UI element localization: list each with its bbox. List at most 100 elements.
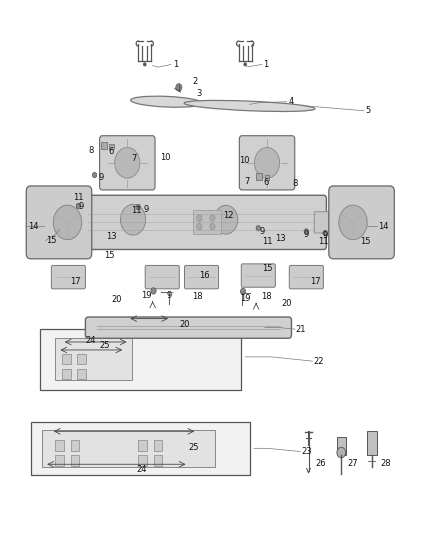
Text: 20: 20 — [111, 295, 122, 304]
Text: 9: 9 — [259, 228, 265, 237]
FancyBboxPatch shape — [99, 136, 155, 190]
FancyBboxPatch shape — [239, 136, 295, 190]
FancyBboxPatch shape — [145, 265, 179, 289]
Bar — [101, 142, 106, 149]
Text: 4: 4 — [289, 97, 294, 106]
Circle shape — [254, 148, 279, 178]
Text: 15: 15 — [262, 264, 273, 273]
Circle shape — [256, 225, 261, 231]
Text: 13: 13 — [275, 234, 286, 243]
Bar — [55, 440, 64, 451]
Circle shape — [151, 288, 156, 294]
Circle shape — [120, 205, 146, 235]
Text: 25: 25 — [188, 443, 199, 452]
Ellipse shape — [131, 96, 203, 107]
Bar — [71, 440, 79, 451]
Circle shape — [210, 215, 215, 221]
Bar — [55, 338, 132, 380]
Circle shape — [240, 288, 246, 295]
Bar — [77, 354, 86, 365]
Circle shape — [197, 215, 202, 221]
Circle shape — [304, 229, 308, 234]
Circle shape — [323, 230, 327, 236]
Text: 15: 15 — [104, 252, 115, 260]
Bar — [31, 422, 250, 475]
Text: 17: 17 — [310, 277, 321, 286]
Bar — [138, 455, 147, 466]
Circle shape — [176, 84, 182, 91]
Text: 8: 8 — [293, 179, 298, 188]
Text: 17: 17 — [70, 277, 80, 286]
Bar — [55, 455, 64, 466]
Text: 6: 6 — [264, 178, 269, 187]
Text: 11: 11 — [73, 193, 83, 202]
FancyBboxPatch shape — [85, 317, 291, 338]
Circle shape — [53, 205, 81, 240]
Text: 9: 9 — [78, 203, 84, 212]
Text: 11: 11 — [131, 206, 141, 215]
Text: 14: 14 — [28, 222, 38, 231]
Text: 7: 7 — [131, 154, 136, 163]
Text: 11: 11 — [262, 237, 272, 246]
Circle shape — [339, 205, 367, 240]
Text: 15: 15 — [360, 237, 371, 246]
Text: 24: 24 — [136, 465, 147, 474]
Circle shape — [210, 223, 215, 230]
Text: 24: 24 — [86, 336, 96, 345]
Text: 25: 25 — [99, 341, 110, 350]
Bar — [110, 144, 114, 149]
Text: 15: 15 — [46, 236, 57, 245]
Text: 16: 16 — [199, 271, 209, 280]
Text: 12: 12 — [223, 212, 234, 221]
Bar — [42, 430, 215, 467]
Circle shape — [244, 63, 246, 66]
Bar — [193, 211, 221, 235]
Circle shape — [214, 205, 238, 234]
Bar — [153, 455, 162, 466]
Circle shape — [136, 204, 141, 209]
Bar — [77, 368, 86, 379]
Bar — [40, 329, 241, 390]
Bar — [153, 440, 162, 451]
Text: 18: 18 — [261, 292, 272, 301]
Text: 20: 20 — [180, 320, 190, 329]
Text: 11: 11 — [318, 237, 328, 246]
FancyBboxPatch shape — [314, 212, 329, 233]
Text: 9: 9 — [323, 231, 328, 240]
FancyBboxPatch shape — [26, 186, 92, 259]
Bar — [367, 431, 377, 455]
Text: 26: 26 — [315, 459, 326, 467]
Bar — [71, 455, 79, 466]
Text: 2: 2 — [193, 77, 198, 86]
Text: 22: 22 — [313, 357, 324, 366]
Circle shape — [197, 223, 202, 230]
Text: 10: 10 — [239, 156, 249, 165]
Text: 13: 13 — [106, 232, 117, 241]
Ellipse shape — [184, 100, 315, 111]
FancyBboxPatch shape — [329, 186, 394, 259]
Bar — [337, 437, 346, 455]
Bar — [265, 174, 269, 180]
FancyBboxPatch shape — [77, 195, 326, 249]
Text: 1: 1 — [263, 60, 268, 69]
Text: 9: 9 — [166, 291, 172, 300]
Text: 7: 7 — [244, 177, 250, 186]
Bar — [256, 173, 262, 180]
Text: 6: 6 — [109, 147, 114, 156]
Circle shape — [76, 203, 81, 208]
Text: 1: 1 — [173, 60, 178, 69]
Circle shape — [115, 148, 140, 178]
FancyBboxPatch shape — [74, 212, 89, 233]
Text: 18: 18 — [192, 292, 203, 301]
Text: 21: 21 — [296, 325, 306, 334]
Bar — [62, 368, 71, 379]
FancyBboxPatch shape — [51, 265, 85, 289]
Text: 9: 9 — [304, 230, 309, 239]
Bar — [62, 354, 71, 365]
Text: 27: 27 — [348, 459, 358, 467]
Text: 8: 8 — [88, 146, 93, 155]
Text: 28: 28 — [381, 459, 391, 467]
FancyBboxPatch shape — [289, 265, 323, 289]
FancyBboxPatch shape — [184, 265, 219, 289]
Bar — [138, 440, 147, 451]
